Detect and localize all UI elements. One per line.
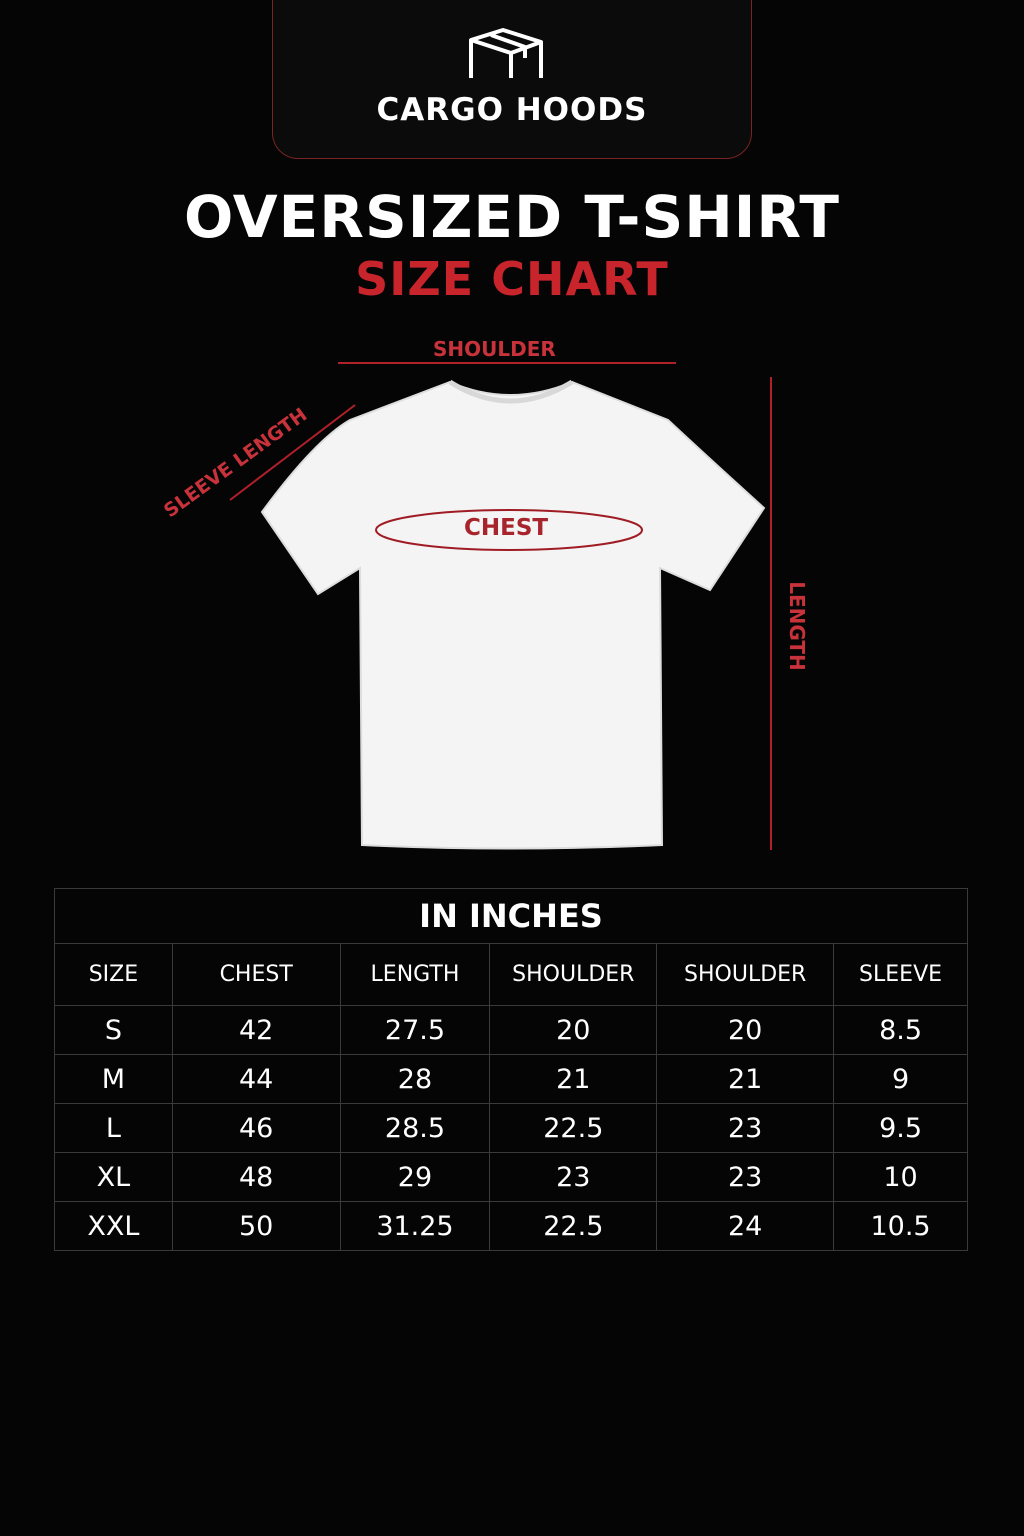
sleeve-line — [229, 404, 356, 501]
table-cell: XL — [54, 1152, 173, 1202]
brand-name: CARGO HOODS — [376, 92, 648, 128]
table-cell: 21 — [656, 1054, 835, 1104]
table-cell: 29 — [339, 1152, 491, 1202]
page-title: OVERSIZED T-SHIRT — [184, 183, 840, 251]
table-cell: 23 — [656, 1103, 835, 1153]
table-cell: 31.25 — [339, 1201, 491, 1251]
shoulder-label: SHOULDER — [433, 337, 556, 361]
table-cell: 48 — [171, 1152, 341, 1202]
table-row: M 44 28 21 21 9 — [54, 1054, 968, 1104]
table-cell: 8.5 — [833, 1005, 968, 1055]
column-header: LENGTH — [339, 943, 491, 1006]
table-cell: L — [54, 1103, 173, 1153]
size-table: IN INCHES SIZE CHEST LENGTH SHOULDER SHOULDE… — [54, 888, 968, 1251]
table-cell: 9.5 — [833, 1103, 968, 1153]
table-cell: 28 — [339, 1054, 491, 1104]
table-cell: 20 — [489, 1005, 658, 1055]
table-row: S 42 27.5 20 20 8.5 — [54, 1005, 968, 1055]
column-header: SIZE — [54, 943, 173, 1006]
box-icon — [469, 28, 543, 78]
table-cell: 44 — [171, 1054, 341, 1104]
table-row: L 46 28.5 22.5 23 9.5 — [54, 1103, 968, 1153]
length-label: LENGTH — [784, 581, 809, 671]
table-cell: 22.5 — [489, 1103, 658, 1153]
table-cell: 9 — [833, 1054, 968, 1104]
table-cell: M — [54, 1054, 173, 1104]
table-cell: 24 — [656, 1201, 835, 1251]
table-cell: 21 — [489, 1054, 658, 1104]
chest-ellipse — [375, 509, 643, 551]
logo-header: CARGO HOODS — [272, 0, 752, 159]
tshirt-diagram — [229, 362, 772, 850]
table-cell: 10 — [833, 1152, 968, 1202]
chest-label: CHEST — [464, 515, 549, 541]
table-cell: 23 — [489, 1152, 658, 1202]
table-cell: 42 — [171, 1005, 341, 1055]
table-caption: IN INCHES — [54, 888, 968, 944]
table-row: XXL 50 31.25 22.5 24 10.5 — [54, 1201, 968, 1251]
column-header: SLEEVE — [833, 943, 968, 1006]
table-cell: 10.5 — [833, 1201, 968, 1251]
table-cell: 23 — [656, 1152, 835, 1202]
column-header: CHEST — [171, 943, 341, 1006]
column-header: SHOULDER — [656, 943, 835, 1006]
page-subtitle: SIZE CHART — [355, 252, 669, 306]
table-cell: XXL — [54, 1201, 173, 1251]
table-cell: 28.5 — [339, 1103, 491, 1153]
column-header: SHOULDER — [489, 943, 658, 1006]
table-cell: 27.5 — [339, 1005, 491, 1055]
table-cell: 46 — [171, 1103, 341, 1153]
table-row: XL 48 29 23 23 10 — [54, 1152, 968, 1202]
table-cell: 50 — [171, 1201, 341, 1251]
table-cell: 22.5 — [489, 1201, 658, 1251]
tshirt-shape — [260, 380, 766, 850]
table-cell: 20 — [656, 1005, 835, 1055]
table-cell: S — [54, 1005, 173, 1055]
